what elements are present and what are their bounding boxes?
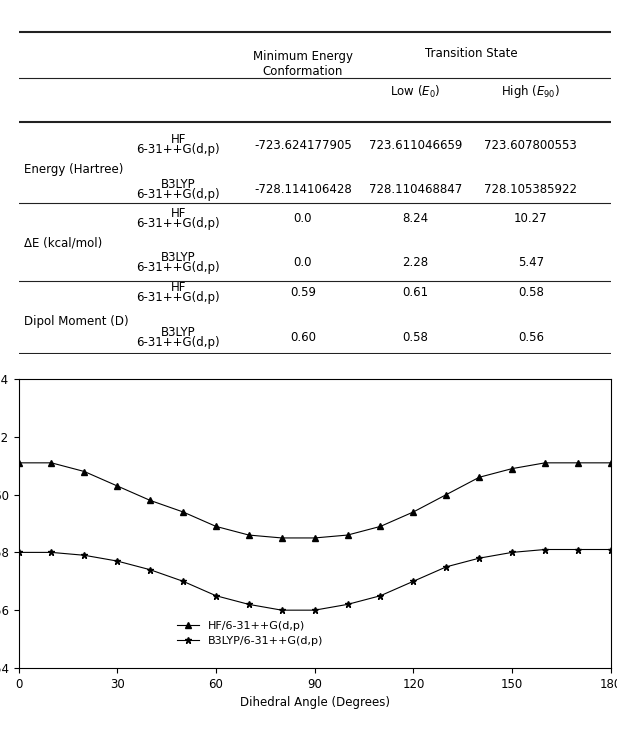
Text: 6-31++G(d,p): 6-31++G(d,p) (136, 143, 220, 156)
Text: B3LYP: B3LYP (161, 326, 196, 339)
Legend: HF/6-31++G(d,p), B3LYP/6-31++G(d,p): HF/6-31++G(d,p), B3LYP/6-31++G(d,p) (172, 617, 328, 651)
Text: Dipol Moment (D): Dipol Moment (D) (25, 314, 129, 327)
Text: 0.58: 0.58 (518, 286, 544, 299)
Text: HF: HF (171, 134, 186, 147)
Text: 6-31++G(d,p): 6-31++G(d,p) (136, 217, 220, 230)
Text: 5.47: 5.47 (518, 256, 544, 269)
Text: B3LYP: B3LYP (161, 251, 196, 264)
Text: Transition State: Transition State (425, 47, 518, 60)
Text: -728.114106428: -728.114106428 (254, 184, 352, 196)
Text: 8.24: 8.24 (402, 212, 428, 225)
Text: 6-31++G(d,p): 6-31++G(d,p) (136, 336, 220, 349)
Text: B3LYP: B3LYP (161, 178, 196, 192)
Text: 0.58: 0.58 (402, 331, 428, 344)
Text: 0.61: 0.61 (402, 286, 428, 299)
Text: 2.28: 2.28 (402, 256, 428, 269)
Text: 723.607800553: 723.607800553 (484, 139, 578, 152)
Text: HF: HF (171, 206, 186, 219)
Text: 0.0: 0.0 (294, 256, 312, 269)
Text: 728.105385922: 728.105385922 (484, 184, 578, 196)
X-axis label: Dihedral Angle (Degrees): Dihedral Angle (Degrees) (239, 697, 390, 709)
Text: ΔE (kcal/mol): ΔE (kcal/mol) (25, 236, 102, 250)
Text: 0.59: 0.59 (290, 286, 316, 299)
Text: 0.56: 0.56 (518, 331, 544, 344)
Text: 6-31++G(d,p): 6-31++G(d,p) (136, 291, 220, 305)
Text: 10.27: 10.27 (514, 212, 548, 225)
Text: 0.60: 0.60 (290, 331, 316, 344)
Text: Low ($E_0$): Low ($E_0$) (390, 84, 441, 100)
Text: 6-31++G(d,p): 6-31++G(d,p) (136, 261, 220, 275)
Text: HF: HF (171, 281, 186, 294)
Text: 0.0: 0.0 (294, 212, 312, 225)
Text: 723.611046659: 723.611046659 (369, 139, 462, 152)
Text: 6-31++G(d,p): 6-31++G(d,p) (136, 188, 220, 201)
Text: Minimum Energy
Conformation: Minimum Energy Conformation (253, 50, 353, 79)
Text: -723.624177905: -723.624177905 (254, 139, 352, 152)
Text: 728.110468847: 728.110468847 (369, 184, 462, 196)
Text: Energy (Hartree): Energy (Hartree) (25, 164, 124, 176)
Text: High ($E_{90}$): High ($E_{90}$) (501, 83, 560, 101)
